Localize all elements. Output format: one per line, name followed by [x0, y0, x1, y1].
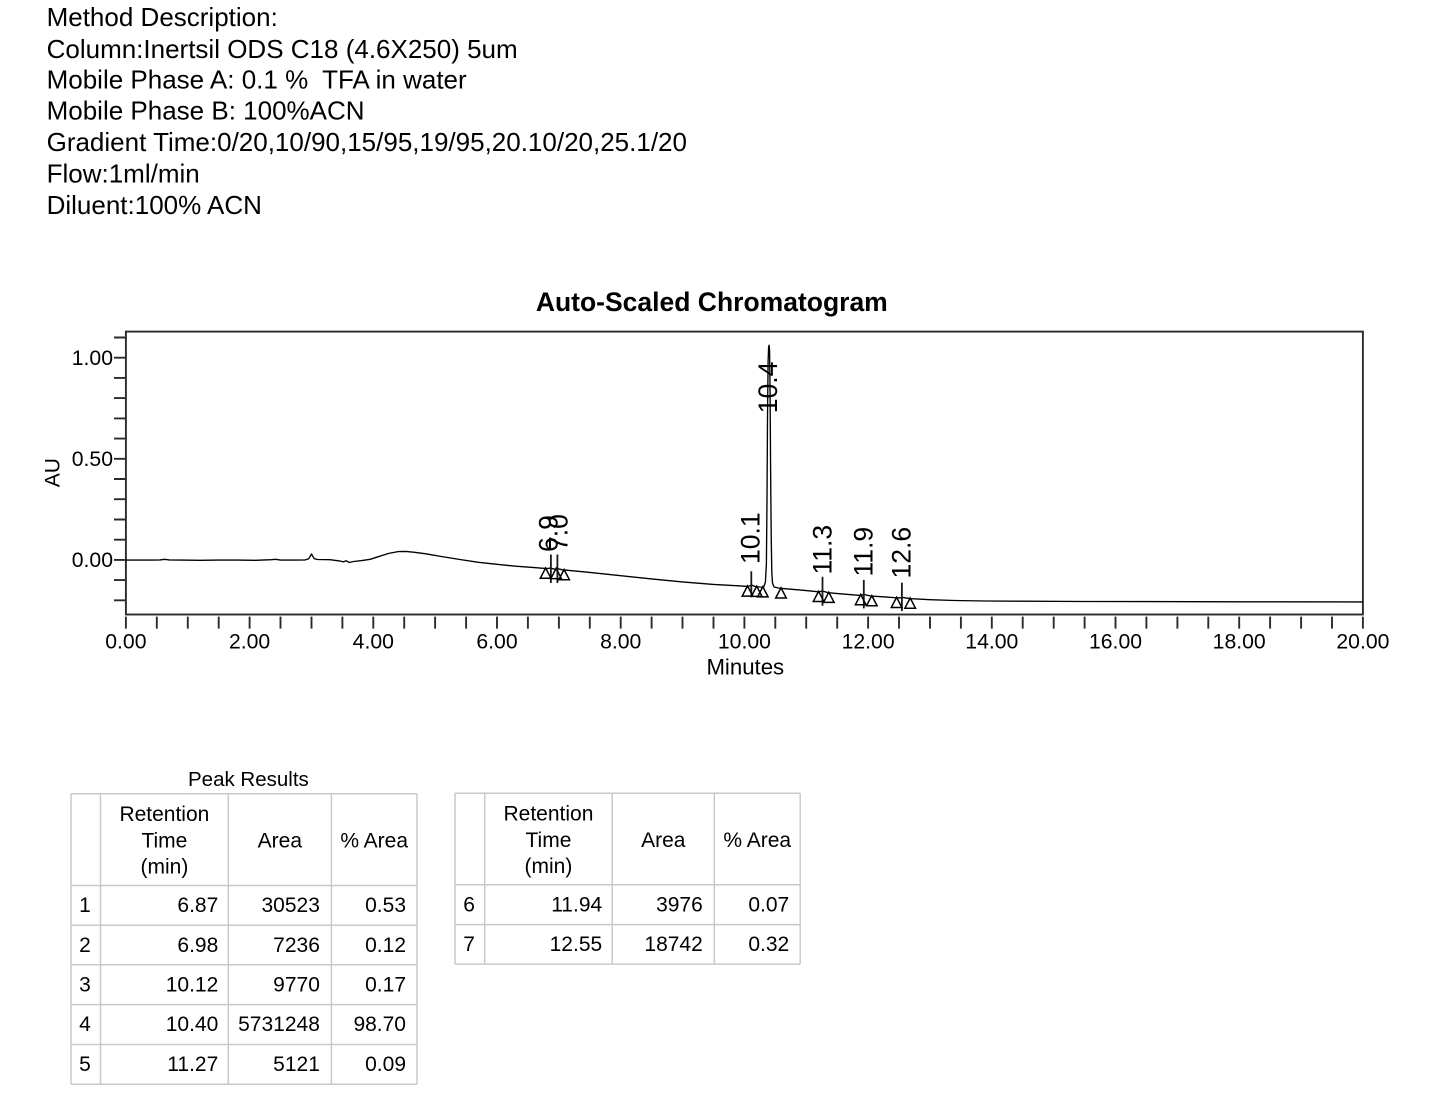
svg-text:4: 4	[79, 1013, 91, 1036]
svg-text:12.55: 12.55	[550, 933, 603, 956]
svg-text:Retention: Retention	[119, 803, 209, 826]
svg-text:2.00: 2.00	[229, 630, 270, 653]
svg-text:6: 6	[463, 893, 475, 916]
svg-text:7236: 7236	[273, 934, 320, 957]
svg-text:Minutes: Minutes	[706, 655, 784, 680]
svg-text:1.00: 1.00	[72, 347, 113, 370]
svg-text:6.9: 6.9	[534, 515, 564, 552]
svg-text:(min): (min)	[525, 855, 573, 878]
svg-text:10.40: 10.40	[166, 1013, 219, 1036]
svg-text:10.1: 10.1	[736, 512, 766, 564]
svg-text:0.00: 0.00	[105, 630, 146, 653]
svg-text:0.12: 0.12	[365, 934, 406, 957]
svg-text:11.94: 11.94	[551, 893, 602, 916]
svg-text:0.17: 0.17	[365, 973, 406, 996]
svg-text:Column:Inertsil ODS C18 (4.6X2: Column:Inertsil ODS C18 (4.6X250) 5um	[47, 34, 518, 64]
svg-text:Mobile Phase B: 100%ACN: Mobile Phase B: 100%ACN	[47, 96, 365, 126]
svg-text:0.50: 0.50	[72, 448, 113, 471]
svg-text:11.9: 11.9	[849, 527, 879, 577]
svg-text:6.00: 6.00	[476, 630, 517, 653]
svg-text:10.4: 10.4	[753, 362, 783, 414]
svg-text:0.07: 0.07	[748, 893, 789, 916]
svg-text:5121: 5121	[273, 1053, 320, 1076]
svg-text:16.00: 16.00	[1089, 630, 1142, 653]
svg-text:Auto-Scaled Chromatogram: Auto-Scaled Chromatogram	[536, 287, 888, 317]
svg-text:7.0: 7.0	[543, 514, 573, 551]
svg-text:14.00: 14.00	[965, 630, 1018, 653]
svg-text:% Area: % Area	[340, 829, 408, 852]
svg-text:Retention: Retention	[503, 803, 593, 826]
svg-text:5731248: 5731248	[238, 1013, 320, 1036]
svg-text:12.00: 12.00	[842, 630, 895, 653]
svg-text:% Area: % Area	[723, 829, 791, 852]
svg-text:3976: 3976	[656, 893, 703, 916]
svg-text:Flow:1ml/min: Flow:1ml/min	[47, 159, 200, 189]
svg-text:12.6: 12.6	[887, 527, 917, 579]
svg-text:0.00: 0.00	[72, 549, 113, 572]
svg-text:6.87: 6.87	[177, 894, 218, 917]
svg-text:Diluent:100% ACN: Diluent:100% ACN	[47, 190, 262, 220]
svg-text:AU: AU	[42, 458, 65, 487]
svg-text:0.53: 0.53	[365, 894, 406, 917]
svg-text:10.00: 10.00	[718, 630, 771, 653]
svg-text:Mobile Phase A: 0.1 % TFA in: Mobile Phase A: 0.1 % TFA in water	[47, 64, 467, 94]
svg-text:3: 3	[79, 973, 91, 996]
svg-text:2: 2	[79, 934, 91, 957]
svg-text:(min): (min)	[140, 856, 188, 879]
svg-text:6.98: 6.98	[177, 934, 218, 957]
svg-text:18742: 18742	[644, 933, 702, 956]
svg-text:0.09: 0.09	[365, 1053, 406, 1076]
svg-text:0.32: 0.32	[748, 933, 789, 956]
svg-text:1: 1	[79, 894, 91, 917]
svg-text:7: 7	[463, 933, 475, 956]
svg-text:10.12: 10.12	[166, 973, 219, 996]
svg-text:Time: Time	[526, 829, 572, 852]
svg-text:11.27: 11.27	[167, 1053, 218, 1076]
svg-text:20.00: 20.00	[1336, 630, 1389, 653]
svg-text:Peak Results: Peak Results	[188, 768, 309, 791]
svg-text:Gradient Time:0/20,10/90,15/95: Gradient Time:0/20,10/90,15/95,19/95,20.…	[47, 127, 687, 157]
svg-text:Area: Area	[258, 829, 303, 852]
svg-text:98.70: 98.70	[353, 1013, 406, 1036]
svg-text:9770: 9770	[273, 973, 320, 996]
svg-text:18.00: 18.00	[1213, 630, 1266, 653]
svg-text:Method Description:: Method Description:	[47, 2, 278, 32]
svg-text:5: 5	[79, 1053, 91, 1076]
svg-text:Area: Area	[641, 829, 686, 852]
svg-text:8.00: 8.00	[600, 630, 641, 653]
svg-text:Time: Time	[141, 829, 187, 852]
svg-text:11.3: 11.3	[807, 525, 837, 575]
svg-text:30523: 30523	[261, 894, 319, 917]
svg-text:4.00: 4.00	[353, 630, 394, 653]
